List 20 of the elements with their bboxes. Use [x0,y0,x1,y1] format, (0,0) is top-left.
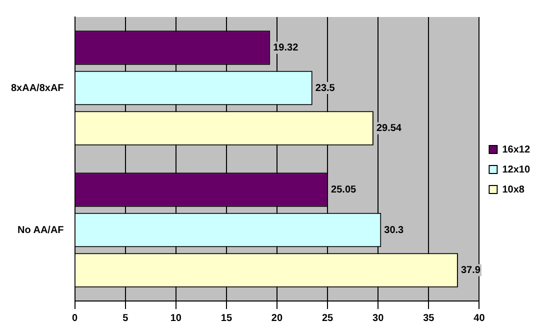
legend-label: 10x8 [502,184,525,196]
x-tick-label: 0 [72,312,78,324]
y-tick-label: No AA/AF [18,224,64,236]
x-tick-label: 5 [122,312,129,324]
x-tick-label: 40 [474,312,486,324]
data-label: 23.5 [315,82,336,94]
y-tick-label: 8xAA/8xAF [10,82,64,94]
x-tick-label: 20 [271,312,283,324]
x-tick-label: 25 [322,312,334,324]
legend-label: 16x12 [502,144,530,156]
x-tick-label: 10 [170,312,182,324]
x-tick-label: 15 [220,312,232,324]
data-label: 19.32 [273,42,299,54]
data-label: 29.54 [376,122,402,134]
data-label: 25.05 [331,184,357,196]
x-tick-label: 35 [423,312,435,324]
x-tick-label: 30 [372,312,384,324]
data-label: 37.9 [460,264,481,276]
legend-label: 12x10 [502,164,530,176]
data-label: 30.3 [384,224,404,236]
